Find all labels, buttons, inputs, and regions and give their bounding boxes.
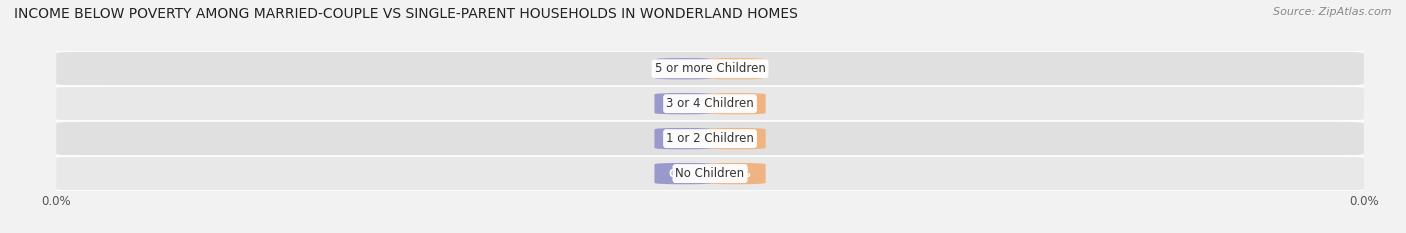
FancyBboxPatch shape — [56, 121, 1364, 156]
Text: 0.0%: 0.0% — [669, 169, 699, 178]
FancyBboxPatch shape — [654, 93, 713, 114]
Text: 0.0%: 0.0% — [669, 99, 699, 109]
Text: INCOME BELOW POVERTY AMONG MARRIED-COUPLE VS SINGLE-PARENT HOUSEHOLDS IN WONDERL: INCOME BELOW POVERTY AMONG MARRIED-COUPL… — [14, 7, 799, 21]
Text: 0.0%: 0.0% — [669, 64, 699, 74]
Text: 0.0%: 0.0% — [721, 134, 751, 144]
Text: 0.0%: 0.0% — [721, 64, 751, 74]
FancyBboxPatch shape — [707, 58, 766, 79]
FancyBboxPatch shape — [707, 163, 766, 184]
Text: 0.0%: 0.0% — [721, 99, 751, 109]
FancyBboxPatch shape — [707, 128, 766, 149]
FancyBboxPatch shape — [707, 93, 766, 114]
FancyBboxPatch shape — [654, 58, 713, 79]
Text: 5 or more Children: 5 or more Children — [655, 62, 765, 75]
FancyBboxPatch shape — [654, 163, 713, 184]
FancyBboxPatch shape — [654, 128, 713, 149]
Text: 0.0%: 0.0% — [669, 134, 699, 144]
Text: Source: ZipAtlas.com: Source: ZipAtlas.com — [1274, 7, 1392, 17]
Text: 0.0%: 0.0% — [721, 169, 751, 178]
FancyBboxPatch shape — [56, 51, 1364, 86]
Text: 1 or 2 Children: 1 or 2 Children — [666, 132, 754, 145]
Text: No Children: No Children — [675, 167, 745, 180]
Text: 3 or 4 Children: 3 or 4 Children — [666, 97, 754, 110]
FancyBboxPatch shape — [56, 86, 1364, 121]
FancyBboxPatch shape — [56, 156, 1364, 191]
